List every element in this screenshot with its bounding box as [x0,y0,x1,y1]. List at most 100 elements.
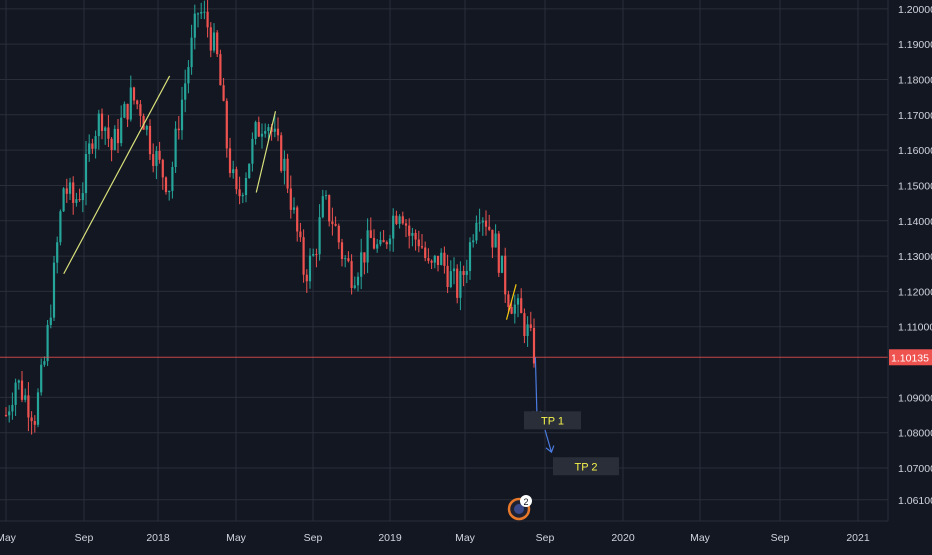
candle-body [225,100,228,149]
candle-body [446,265,449,287]
candle-body [136,100,139,105]
candle-body [68,182,72,194]
x-tick-label: 2019 [378,532,402,544]
candle-body [17,380,20,383]
y-tick-label: 1.07000 [898,463,932,475]
grid [0,0,888,521]
candle-body [449,271,452,287]
trendline[interactable] [63,75,171,275]
candle-body [212,32,216,51]
candle-body [334,224,337,226]
candle-body [385,242,388,245]
candle-body [360,252,363,277]
candle-body [177,128,180,131]
last-price-text: 1.10135 [891,352,929,364]
candle-body [526,324,529,337]
x-tick-label: Sep [304,532,323,544]
candle-body [497,233,500,273]
candle-body [283,158,286,171]
candle-body [120,117,123,144]
candle-body [235,169,238,190]
candle-body [56,242,59,263]
x-axis[interactable]: May Sep 2018 May Sep 2019 May Sep 2020 May Sep 2021 [0,532,870,544]
take-profit-label: TP 1 [541,415,564,427]
x-tick-label: May [455,532,476,544]
y-axis[interactable]: 1.20000 1.19000 1.18000 1.17000 1.16000 1.150… [898,4,932,507]
candle-body [84,154,88,194]
x-tick-label: 2018 [146,532,170,544]
candle-body [404,223,408,226]
candle-body [244,178,248,196]
candle-body [27,395,30,418]
candle-body [276,128,280,136]
candle-body [401,216,404,224]
candle-body [440,252,443,266]
candle-body [398,216,401,224]
y-tick-label: 1.06100 [898,495,932,507]
candle-body [408,225,411,236]
candle-body [369,230,372,238]
y-tick-label: 1.18000 [898,74,932,86]
projection-arrow-line [544,429,553,453]
candle-body [305,274,308,282]
candle-body [366,230,369,263]
candle-body [424,247,427,259]
candle-body [36,392,40,425]
candle-body [507,294,510,308]
candle-body [232,169,235,174]
x-tick-label: May [690,532,711,544]
candle-body [148,125,152,155]
candle-body [414,232,417,240]
candle-body [273,128,276,132]
candle-body [500,255,504,273]
candle-body [472,240,475,243]
candle-body [116,128,120,144]
take-profit-box[interactable] [553,457,619,476]
candle-body [168,190,171,193]
candle-body [254,122,257,139]
candle-body [532,327,536,364]
event-marker[interactable]: 2 [507,495,532,521]
candle-body [529,324,532,328]
candle-body [260,133,264,137]
y-tick-label: 1.09000 [898,392,932,404]
candle-body [337,225,340,243]
y-tick-label: 1.16000 [898,145,932,157]
take-profit-box[interactable] [524,411,581,430]
candle-body [216,32,219,55]
candle-body [312,254,315,256]
candle-body [302,237,305,275]
candle-body [452,268,456,272]
trendline[interactable] [505,284,517,320]
candle-body [504,255,507,295]
candle-body [264,131,267,134]
candle-body [340,242,344,259]
candle-body [494,233,497,248]
candle-body [376,244,379,249]
candle-body [347,258,350,262]
candle-body [14,382,17,405]
candle-body [129,87,132,120]
y-tick-label: 1.14000 [898,216,932,228]
candle-body [356,276,360,286]
candle-body [433,255,436,263]
candle-body [257,122,260,137]
candle-body [321,196,324,218]
candle-body [161,159,164,178]
trendline[interactable] [255,111,277,193]
candle-body [299,231,302,238]
x-tick-label: May [226,532,247,544]
candle-body [65,188,68,194]
candle-body [443,252,446,266]
candle-body [88,143,91,155]
candle-body [164,177,168,193]
candle-body [315,254,318,256]
candle-body [475,222,478,241]
candle-body [382,240,385,243]
candle-body [62,188,65,212]
y-tick-label: 1.13000 [898,251,932,263]
candle-body [155,150,158,166]
event-count-badge [520,495,532,507]
